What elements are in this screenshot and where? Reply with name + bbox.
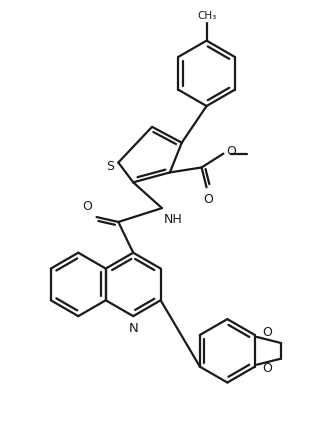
- Text: O: O: [227, 145, 236, 158]
- Text: O: O: [83, 200, 93, 213]
- Text: O: O: [262, 362, 272, 375]
- Text: S: S: [106, 160, 115, 173]
- Text: O: O: [204, 193, 213, 206]
- Text: N: N: [128, 322, 138, 335]
- Text: NH: NH: [164, 213, 183, 226]
- Text: CH₃: CH₃: [197, 11, 216, 21]
- Text: O: O: [262, 326, 272, 340]
